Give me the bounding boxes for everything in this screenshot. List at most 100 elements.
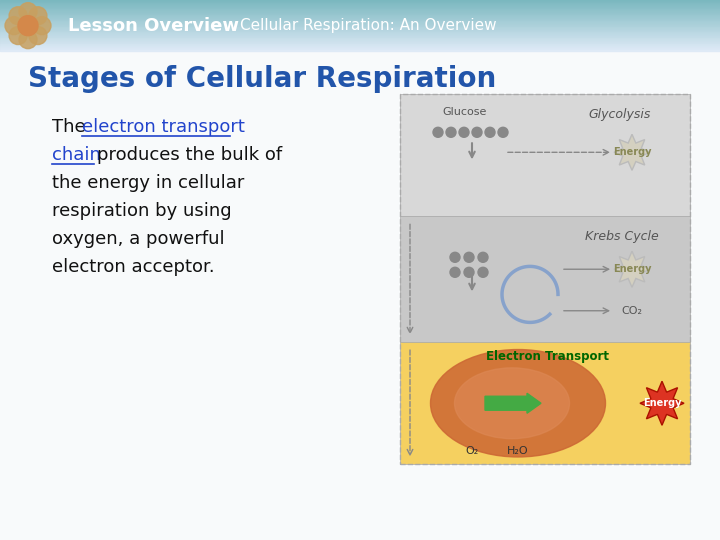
Bar [0, 2, 720, 3]
FancyArrow shape [485, 393, 541, 413]
Bar [0, 34, 720, 35]
Circle shape [33, 17, 51, 35]
Bar [0, 13, 720, 14]
Text: Cellular Respiration: An Overview: Cellular Respiration: An Overview [240, 18, 497, 33]
Bar [0, 48, 720, 49]
Polygon shape [614, 251, 650, 287]
Polygon shape [614, 134, 650, 170]
Bar [0, 4, 720, 5]
Bar [400, 217, 690, 342]
Circle shape [464, 267, 474, 278]
Text: produces the bulk of: produces the bulk of [97, 146, 282, 164]
Bar [0, 42, 720, 43]
Text: O₂: O₂ [465, 446, 479, 456]
Bar [0, 26, 720, 28]
Circle shape [19, 3, 37, 21]
Circle shape [464, 252, 474, 262]
Circle shape [9, 7, 27, 25]
Bar [0, 11, 720, 12]
Circle shape [446, 127, 456, 137]
Circle shape [450, 267, 460, 278]
Ellipse shape [454, 368, 570, 438]
Text: Energy: Energy [643, 399, 681, 408]
Bar [400, 342, 690, 464]
Bar [0, 31, 720, 32]
Circle shape [29, 26, 47, 44]
Bar [0, 24, 720, 25]
Bar [400, 94, 690, 217]
Bar [0, 9, 720, 10]
Text: electron transport: electron transport [82, 118, 245, 136]
Bar [0, 50, 720, 51]
Circle shape [450, 252, 460, 262]
Bar [400, 94, 690, 464]
Circle shape [9, 26, 27, 44]
Bar [0, 18, 720, 19]
Ellipse shape [431, 349, 606, 457]
Circle shape [18, 16, 38, 36]
Bar [0, 47, 720, 48]
Circle shape [498, 127, 508, 137]
Bar [0, 14, 720, 15]
Text: Lesson Overview: Lesson Overview [68, 17, 239, 35]
Bar [0, 29, 720, 30]
Circle shape [459, 127, 469, 137]
Text: oxygen, a powerful: oxygen, a powerful [52, 230, 225, 248]
Text: Glucose: Glucose [443, 107, 487, 117]
Bar [0, 44, 720, 45]
Bar [0, 22, 720, 23]
Circle shape [478, 267, 488, 278]
Bar [0, 6, 720, 7]
Bar [0, 12, 720, 13]
Bar [0, 1, 720, 2]
Circle shape [433, 127, 443, 137]
Bar [0, 15, 720, 16]
Text: Energy: Energy [613, 147, 652, 157]
Bar [0, 40, 720, 41]
Bar [0, 3, 720, 4]
Text: electron acceptor.: electron acceptor. [52, 258, 215, 276]
Bar [0, 21, 720, 22]
Text: CO₂: CO₂ [621, 306, 642, 316]
Bar [0, 41, 720, 42]
Text: The: The [52, 118, 91, 136]
Bar [0, 33, 720, 34]
Bar [0, 7, 720, 8]
Bar [0, 36, 720, 37]
Bar [0, 5, 720, 6]
Circle shape [485, 127, 495, 137]
Circle shape [5, 17, 23, 35]
Text: the energy in cellular: the energy in cellular [52, 174, 244, 192]
Bar [0, 49, 720, 50]
Text: Electron Transport: Electron Transport [487, 350, 610, 363]
Text: Glycolysis: Glycolysis [589, 108, 651, 121]
Text: Energy: Energy [613, 264, 652, 274]
Bar [0, 37, 720, 38]
Text: H₂O: H₂O [507, 446, 528, 456]
Text: respiration by using: respiration by using [52, 202, 232, 220]
Bar [0, 32, 720, 33]
Bar [0, 25, 720, 26]
Bar [0, 39, 720, 40]
Bar [0, 35, 720, 36]
Bar [0, 45, 720, 46]
Text: Krebs Cycle: Krebs Cycle [585, 230, 659, 243]
Circle shape [478, 252, 488, 262]
Bar [0, 38, 720, 39]
Circle shape [29, 7, 47, 25]
Bar [0, 46, 720, 47]
Circle shape [19, 31, 37, 49]
Text: chain: chain [52, 146, 101, 164]
Bar [0, 23, 720, 24]
Polygon shape [640, 381, 684, 426]
Bar [0, 10, 720, 11]
Text: Stages of Cellular Respiration: Stages of Cellular Respiration [28, 65, 496, 93]
Bar [0, 16, 720, 17]
Bar [0, 28, 720, 29]
Bar [0, 30, 720, 31]
Bar [0, 43, 720, 44]
Circle shape [472, 127, 482, 137]
Bar [0, 8, 720, 9]
Bar [0, 17, 720, 18]
Bar [0, 0, 720, 1]
